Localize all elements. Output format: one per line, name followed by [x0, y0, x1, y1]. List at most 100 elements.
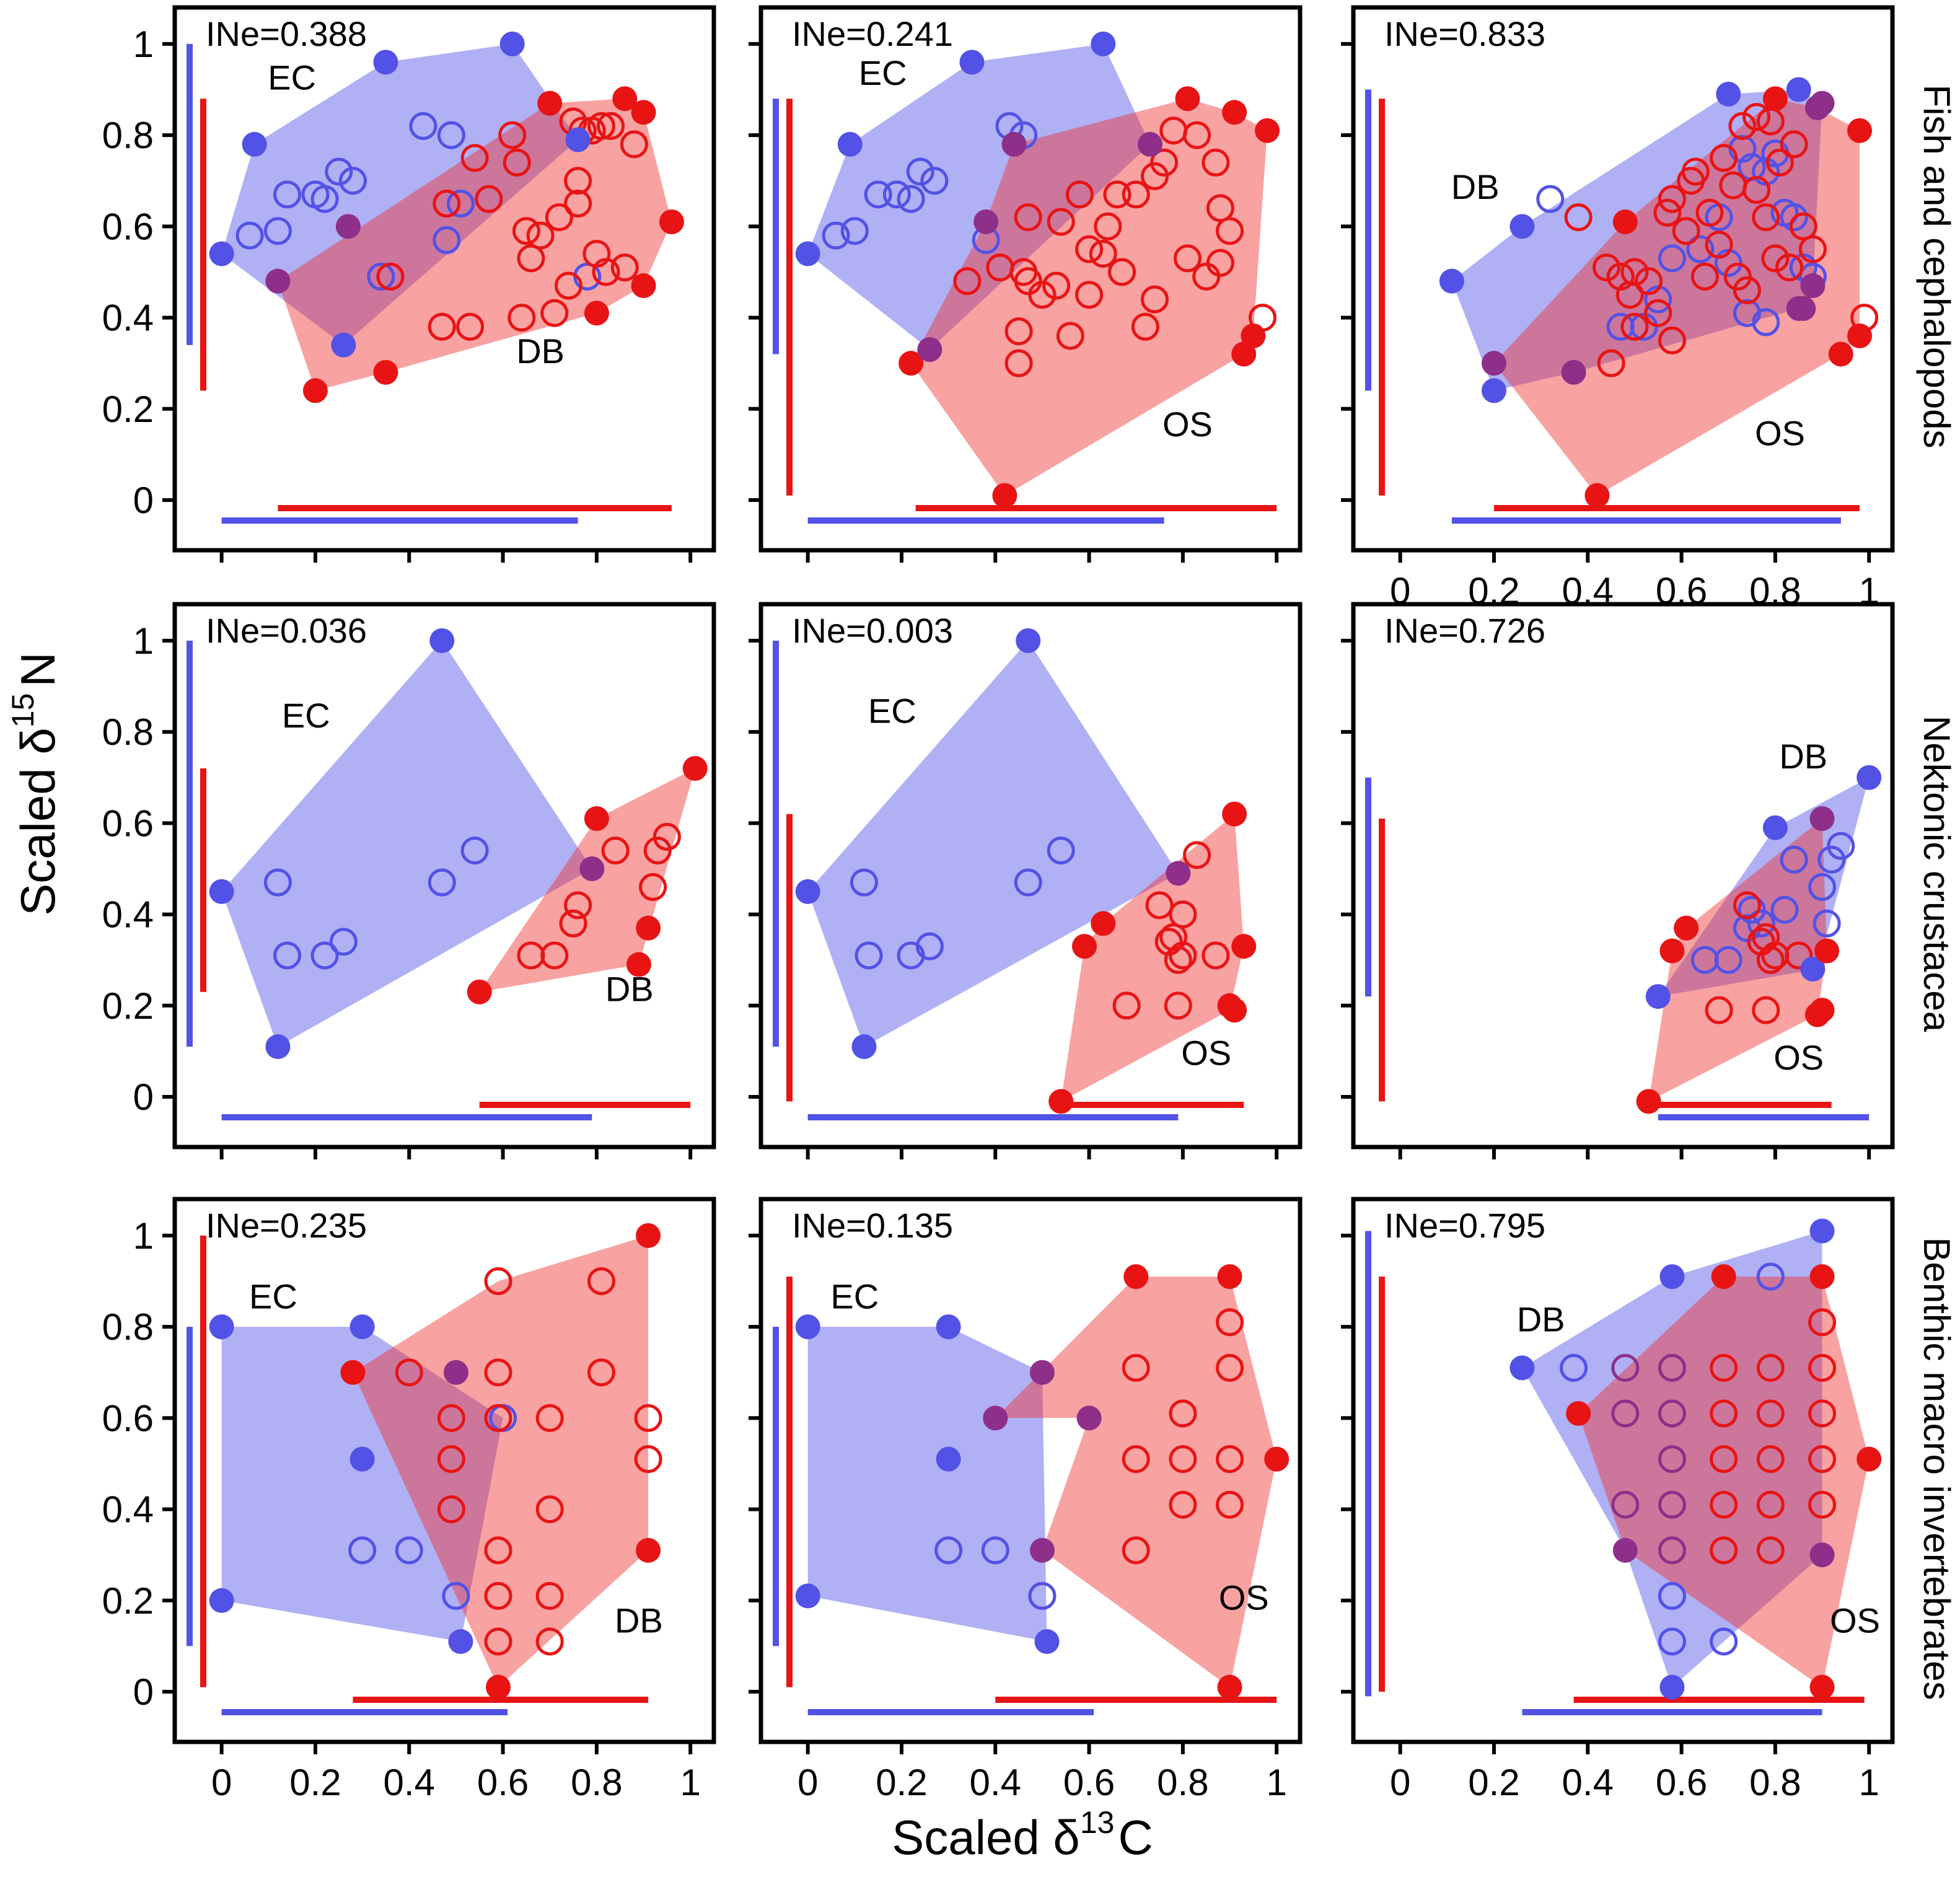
open-point-blue [460, 837, 489, 865]
filled-point-blue [1481, 378, 1506, 403]
open-point-red [1672, 217, 1700, 245]
hull-red [995, 1277, 1277, 1687]
y-tick-label: 0 [133, 1671, 154, 1713]
ine-label: INe=0.726 [1384, 611, 1545, 650]
open-point-red [1756, 1490, 1785, 1519]
panel-2-0: 0 0.2 0.4 0.6 0.8 1 0 0.2 0.4 0.6 0.8 1 INe=0.235 EC D… [102, 1197, 716, 1803]
filled-point-purple [1481, 351, 1506, 376]
open-point-blue [329, 928, 358, 956]
open-point-purple [1611, 1490, 1640, 1519]
open-point-red [1710, 1490, 1738, 1519]
filled-point-red [1566, 1400, 1591, 1426]
row-label-fish: Fish and cephalopods [1916, 84, 1958, 448]
filled-point-red [636, 1537, 661, 1563]
y-tick-label: 1 [133, 24, 154, 65]
filled-point-blue [795, 241, 820, 266]
filled-point-blue [1034, 1629, 1060, 1655]
open-point-red [597, 112, 625, 140]
open-point-blue [855, 941, 883, 970]
filled-point-blue [795, 1314, 820, 1340]
filled-point-purple [265, 268, 291, 294]
open-point-red [1094, 212, 1122, 240]
open-point-red [1808, 1445, 1837, 1474]
y-tick-label: 0.2 [102, 389, 154, 430]
filled-point-red [1612, 209, 1638, 234]
filled-point-blue [1659, 1674, 1685, 1700]
filled-point-blue [448, 1629, 473, 1655]
open-point-red [1047, 208, 1075, 236]
x-tick-label: 0.6 [1656, 1762, 1707, 1803]
open-point-blue [1658, 1581, 1686, 1610]
filled-point-red [636, 1223, 661, 1248]
open-point-blue [1028, 1581, 1057, 1610]
ine-label: INe=0.795 [1384, 1206, 1545, 1245]
open-point-red [1122, 1536, 1150, 1565]
group-label-db: DB [615, 1601, 663, 1640]
open-point-red [1723, 262, 1752, 291]
filled-point-blue [209, 1588, 234, 1613]
filled-point-red [1217, 1264, 1242, 1290]
x-tick-label: 0.4 [970, 1762, 1021, 1803]
open-point-red [1756, 946, 1785, 974]
filled-point-red [631, 100, 656, 125]
open-point-blue [338, 167, 367, 195]
open-point-purple [1658, 1536, 1686, 1565]
hull-blue [807, 1327, 1047, 1642]
filled-point-red [612, 86, 638, 112]
panel-frame [172, 602, 716, 1149]
filled-point-blue [1091, 31, 1116, 56]
filled-point-red [1857, 1446, 1882, 1472]
open-point-blue [840, 217, 869, 245]
open-point-red [1733, 276, 1761, 304]
open-point-red [1789, 212, 1817, 240]
open-point-red [1202, 941, 1230, 970]
open-point-blue [235, 221, 264, 250]
y-tick-label: 0.8 [102, 711, 154, 753]
ine-label: INe=0.036 [206, 611, 367, 650]
open-point-red [503, 148, 531, 177]
open-point-red [1004, 317, 1033, 346]
open-point-red [634, 1404, 662, 1432]
y-tick-label: 0 [133, 1076, 154, 1118]
open-point-red [1216, 1353, 1244, 1382]
filled-point-red [1828, 341, 1853, 367]
filled-point-red [1584, 483, 1610, 508]
panel-frame [172, 5, 716, 553]
filled-point-red [1175, 86, 1200, 112]
open-point-red [1635, 267, 1663, 296]
filled-point-purple [1800, 273, 1826, 299]
open-point-blue [409, 112, 437, 140]
filled-point-blue [1800, 956, 1826, 982]
hull-blue [807, 640, 1179, 1047]
open-point-blue [446, 190, 475, 218]
filled-point-purple [1809, 806, 1835, 831]
open-point-blue [310, 185, 339, 213]
open-point-red [1620, 258, 1649, 286]
open-point-red [545, 203, 573, 232]
hull-blue [1451, 89, 1822, 391]
open-point-red [1202, 148, 1230, 177]
open-point-red [475, 185, 503, 213]
group-label-os: OS [1755, 414, 1805, 453]
group-label-ec: EC [249, 1277, 297, 1316]
open-point-red [1597, 349, 1625, 377]
filled-point-red [1809, 1264, 1835, 1290]
open-point-blue [915, 932, 944, 960]
open-point-red [610, 253, 639, 282]
open-point-red [526, 221, 555, 250]
open-point-blue [1738, 895, 1766, 924]
open-point-red [1131, 312, 1159, 341]
open-point-red [437, 1404, 465, 1432]
open-point-purple [1658, 1490, 1686, 1519]
open-point-red [1808, 1490, 1837, 1519]
open-point-red [1710, 1445, 1738, 1474]
open-point-blue [1770, 895, 1799, 924]
open-point-red [512, 217, 540, 245]
open-point-red [484, 1536, 512, 1565]
filled-point-purple [1166, 861, 1191, 886]
open-point-red [535, 1404, 564, 1432]
filled-point-blue [1645, 984, 1671, 1009]
group-label-db: DB [516, 332, 565, 371]
filled-point-blue [331, 332, 356, 358]
